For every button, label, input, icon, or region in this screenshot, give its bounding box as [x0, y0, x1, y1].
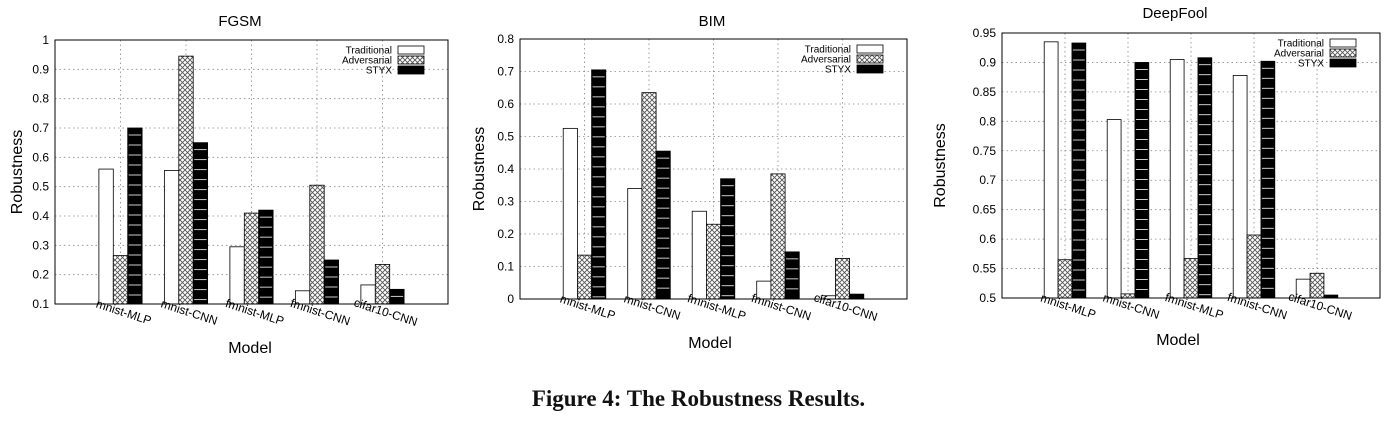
y-tick-label: 0.6: [979, 232, 996, 246]
bar-styx-fmnist-mlp: [1197, 57, 1213, 299]
y-tick-label: 0.7: [497, 65, 514, 79]
y-tick-label: 0.1: [497, 260, 514, 274]
legend-swatch: [1329, 38, 1357, 48]
legend-label: Adversarial: [342, 56, 392, 67]
bar-styx-mnist-mlp: [127, 127, 143, 305]
bar-traditional-mnist-cnn: [163, 170, 180, 305]
y-tick-label: 0.5: [979, 291, 996, 305]
y-tick-label: 0.3: [32, 238, 49, 252]
y-tick-label: 1: [42, 33, 49, 47]
legend-swatch: [1329, 58, 1357, 68]
bar-adversarial-fmnist-mlp: [243, 212, 260, 305]
y-axis-label: Robustness: [471, 127, 488, 212]
bar-traditional-fmnist-cnn: [1232, 75, 1248, 299]
bar-traditional-mnist-cnn: [627, 188, 643, 300]
y-tick-label: 0.85: [973, 85, 997, 99]
bar-traditional-fmnist-mlp: [1169, 59, 1185, 299]
y-tick-label: 0.8: [979, 114, 996, 128]
y-tick-label: 0.8: [497, 32, 514, 46]
y-tick-label: 0.6: [497, 97, 514, 111]
legend-swatch: [397, 65, 425, 75]
y-tick-label: 0.5: [497, 130, 514, 144]
deepfool-chart-panel: 0.5 0.55 0.6 0.65 0.7 0.75 0.8 0.85 0.9 0.95 mnist…: [925, 0, 1397, 360]
bar-adversarial-fmnist-cnn: [770, 173, 786, 300]
y-tick-label: 0.9: [32, 62, 49, 76]
y-tick-label: 0.2: [32, 268, 49, 282]
y-tick-label: 0.95: [973, 26, 997, 40]
y-tick-label: 0.6: [32, 150, 49, 164]
bar-styx-mnist-cnn: [1134, 62, 1150, 299]
bar-traditional-mnist-mlp: [562, 127, 578, 300]
plot-frame: [519, 38, 908, 300]
legend-label: STYX: [1298, 59, 1324, 70]
y-tick-label: 0.75: [973, 144, 997, 158]
fgsm-chart-panel: 0.1 0.2 0.3 0.4 0.5 0.6 0.7 0.8 0.9 1 mnist-MLP mni…: [0, 0, 460, 360]
legend-swatch: [856, 54, 884, 64]
y-tick-label: 0.65: [973, 203, 997, 217]
legend-swatch: [397, 55, 425, 65]
bar-styx-cifar10-cnn: [849, 293, 865, 300]
y-tick-label: 0.7: [979, 173, 996, 187]
legend-label: Adversarial: [801, 55, 851, 66]
y-axis-label: Robustness: [932, 123, 949, 208]
y-tick-label: 0.4: [497, 162, 514, 176]
bar-adversarial-fmnist-cnn: [309, 184, 325, 305]
legend-label: Adversarial: [1274, 49, 1324, 60]
bar-adversarial-fmnist-mlp: [1183, 258, 1199, 299]
y-tick-label: 0.2: [497, 227, 514, 241]
bar-styx-fmnist-mlp: [720, 178, 736, 300]
bar-traditional-fmnist-mlp: [229, 246, 245, 305]
bar-traditional-mnist-mlp: [1043, 41, 1059, 299]
chart-title: BIM: [699, 13, 726, 30]
y-axis-label: Robustness: [9, 130, 26, 215]
bim-chart-panel: 0 0.1 0.2 0.3 0.4 0.5 0.6 0.7 0.8 mnist-MLP mnist-…: [462, 0, 927, 360]
bar-traditional-mnist-cnn: [1106, 119, 1122, 299]
bar-adversarial-fmnist-cnn: [1246, 234, 1262, 299]
deepfool-chart-svg: 0.50.550.60.650.70.750.80.850.90.95mnist…: [932, 5, 1381, 349]
chart-title: FGSM: [218, 13, 261, 30]
legend-label: STYX: [366, 66, 392, 77]
plot-frame: [1001, 32, 1381, 299]
bar-styx-fmnist-cnn: [1260, 60, 1276, 299]
legend-swatch: [397, 45, 425, 55]
y-tick-label: 0.4: [32, 209, 49, 223]
bar-styx-mnist-cnn: [655, 150, 671, 300]
chart-title: DeepFool: [1142, 5, 1207, 22]
x-axis-label: Model: [228, 340, 272, 357]
legend-label: STYX: [825, 65, 851, 76]
legend-label: Traditional: [1278, 39, 1324, 50]
bar-traditional-fmnist-mlp: [691, 210, 707, 300]
bar-adversarial-cifar10-cnn: [835, 257, 850, 300]
bar-adversarial-mnist-mlp: [577, 254, 592, 300]
legend-label: Traditional: [805, 45, 851, 56]
y-tick-label: 0.7: [32, 121, 49, 135]
bar-traditional-mnist-mlp: [98, 168, 114, 305]
plot-frame: [54, 39, 449, 305]
y-tick-label: 0.8: [32, 92, 49, 106]
bar-adversarial-cifar10-cnn: [374, 263, 391, 305]
y-tick-label: 0.55: [973, 262, 997, 276]
bar-adversarial-cifar10-cnn: [1309, 272, 1325, 299]
y-tick-label: 0: [507, 292, 514, 306]
y-tick-label: 0.9: [979, 55, 996, 69]
legend-swatch: [856, 64, 884, 74]
legend-swatch: [1329, 48, 1357, 58]
bar-adversarial-mnist-cnn: [641, 92, 657, 300]
y-tick-label: 0.5: [32, 180, 49, 194]
y-tick-label: 0.3: [497, 195, 514, 209]
bar-styx-mnist-mlp: [591, 69, 607, 300]
figure-caption: Figure 4: The Robustness Results.: [531, 386, 866, 411]
bar-adversarial-mnist-mlp: [112, 255, 129, 305]
x-axis-label: Model: [1156, 332, 1200, 349]
bar-adversarial-mnist-mlp: [1057, 259, 1073, 299]
bar-adversarial-mnist-cnn: [178, 55, 194, 305]
legend-swatch: [856, 44, 884, 54]
x-axis-label: Model: [688, 335, 732, 352]
legend-label: Traditional: [346, 46, 392, 57]
bar-adversarial-fmnist-mlp: [706, 223, 721, 300]
y-tick-label: 0.1: [32, 297, 49, 311]
